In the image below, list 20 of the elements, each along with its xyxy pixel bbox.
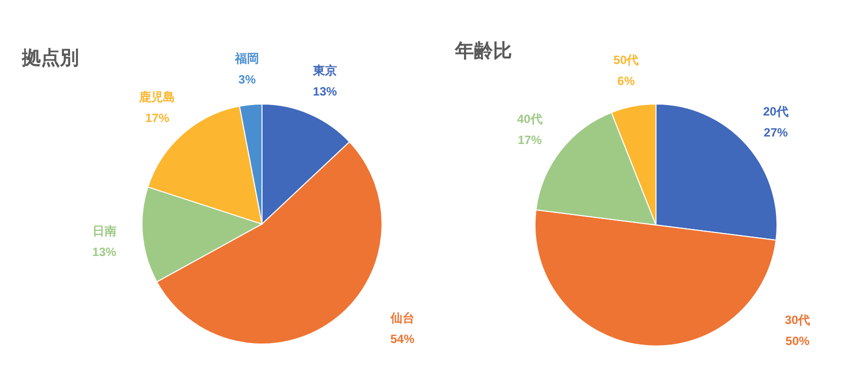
slice-label: 仙台 [389,311,414,325]
data-label: 17% [145,111,170,126]
data-label: 6% [617,74,636,88]
slice-label: 東京 [312,64,337,78]
slice-label: 20代 [763,104,788,118]
slice-label: 鹿児島 [138,90,176,104]
data-label: 13% [312,84,338,99]
data-label: 3% [238,72,256,86]
slice-label: 40代 [517,112,542,126]
data-label: 54% [390,332,415,346]
slice-label: 日南 [92,224,116,238]
data-label: 17% [518,133,542,148]
slice-label: 30代 [784,312,810,327]
data-label: 27% [764,125,788,140]
data-label: 13% [92,244,117,259]
chart-title: 拠点別 [21,47,79,69]
slice-label: 50代 [613,53,639,68]
data-label: 50% [786,334,810,348]
chart-title: 年齢比 [454,40,512,62]
slice-label: 福岡 [234,51,260,66]
